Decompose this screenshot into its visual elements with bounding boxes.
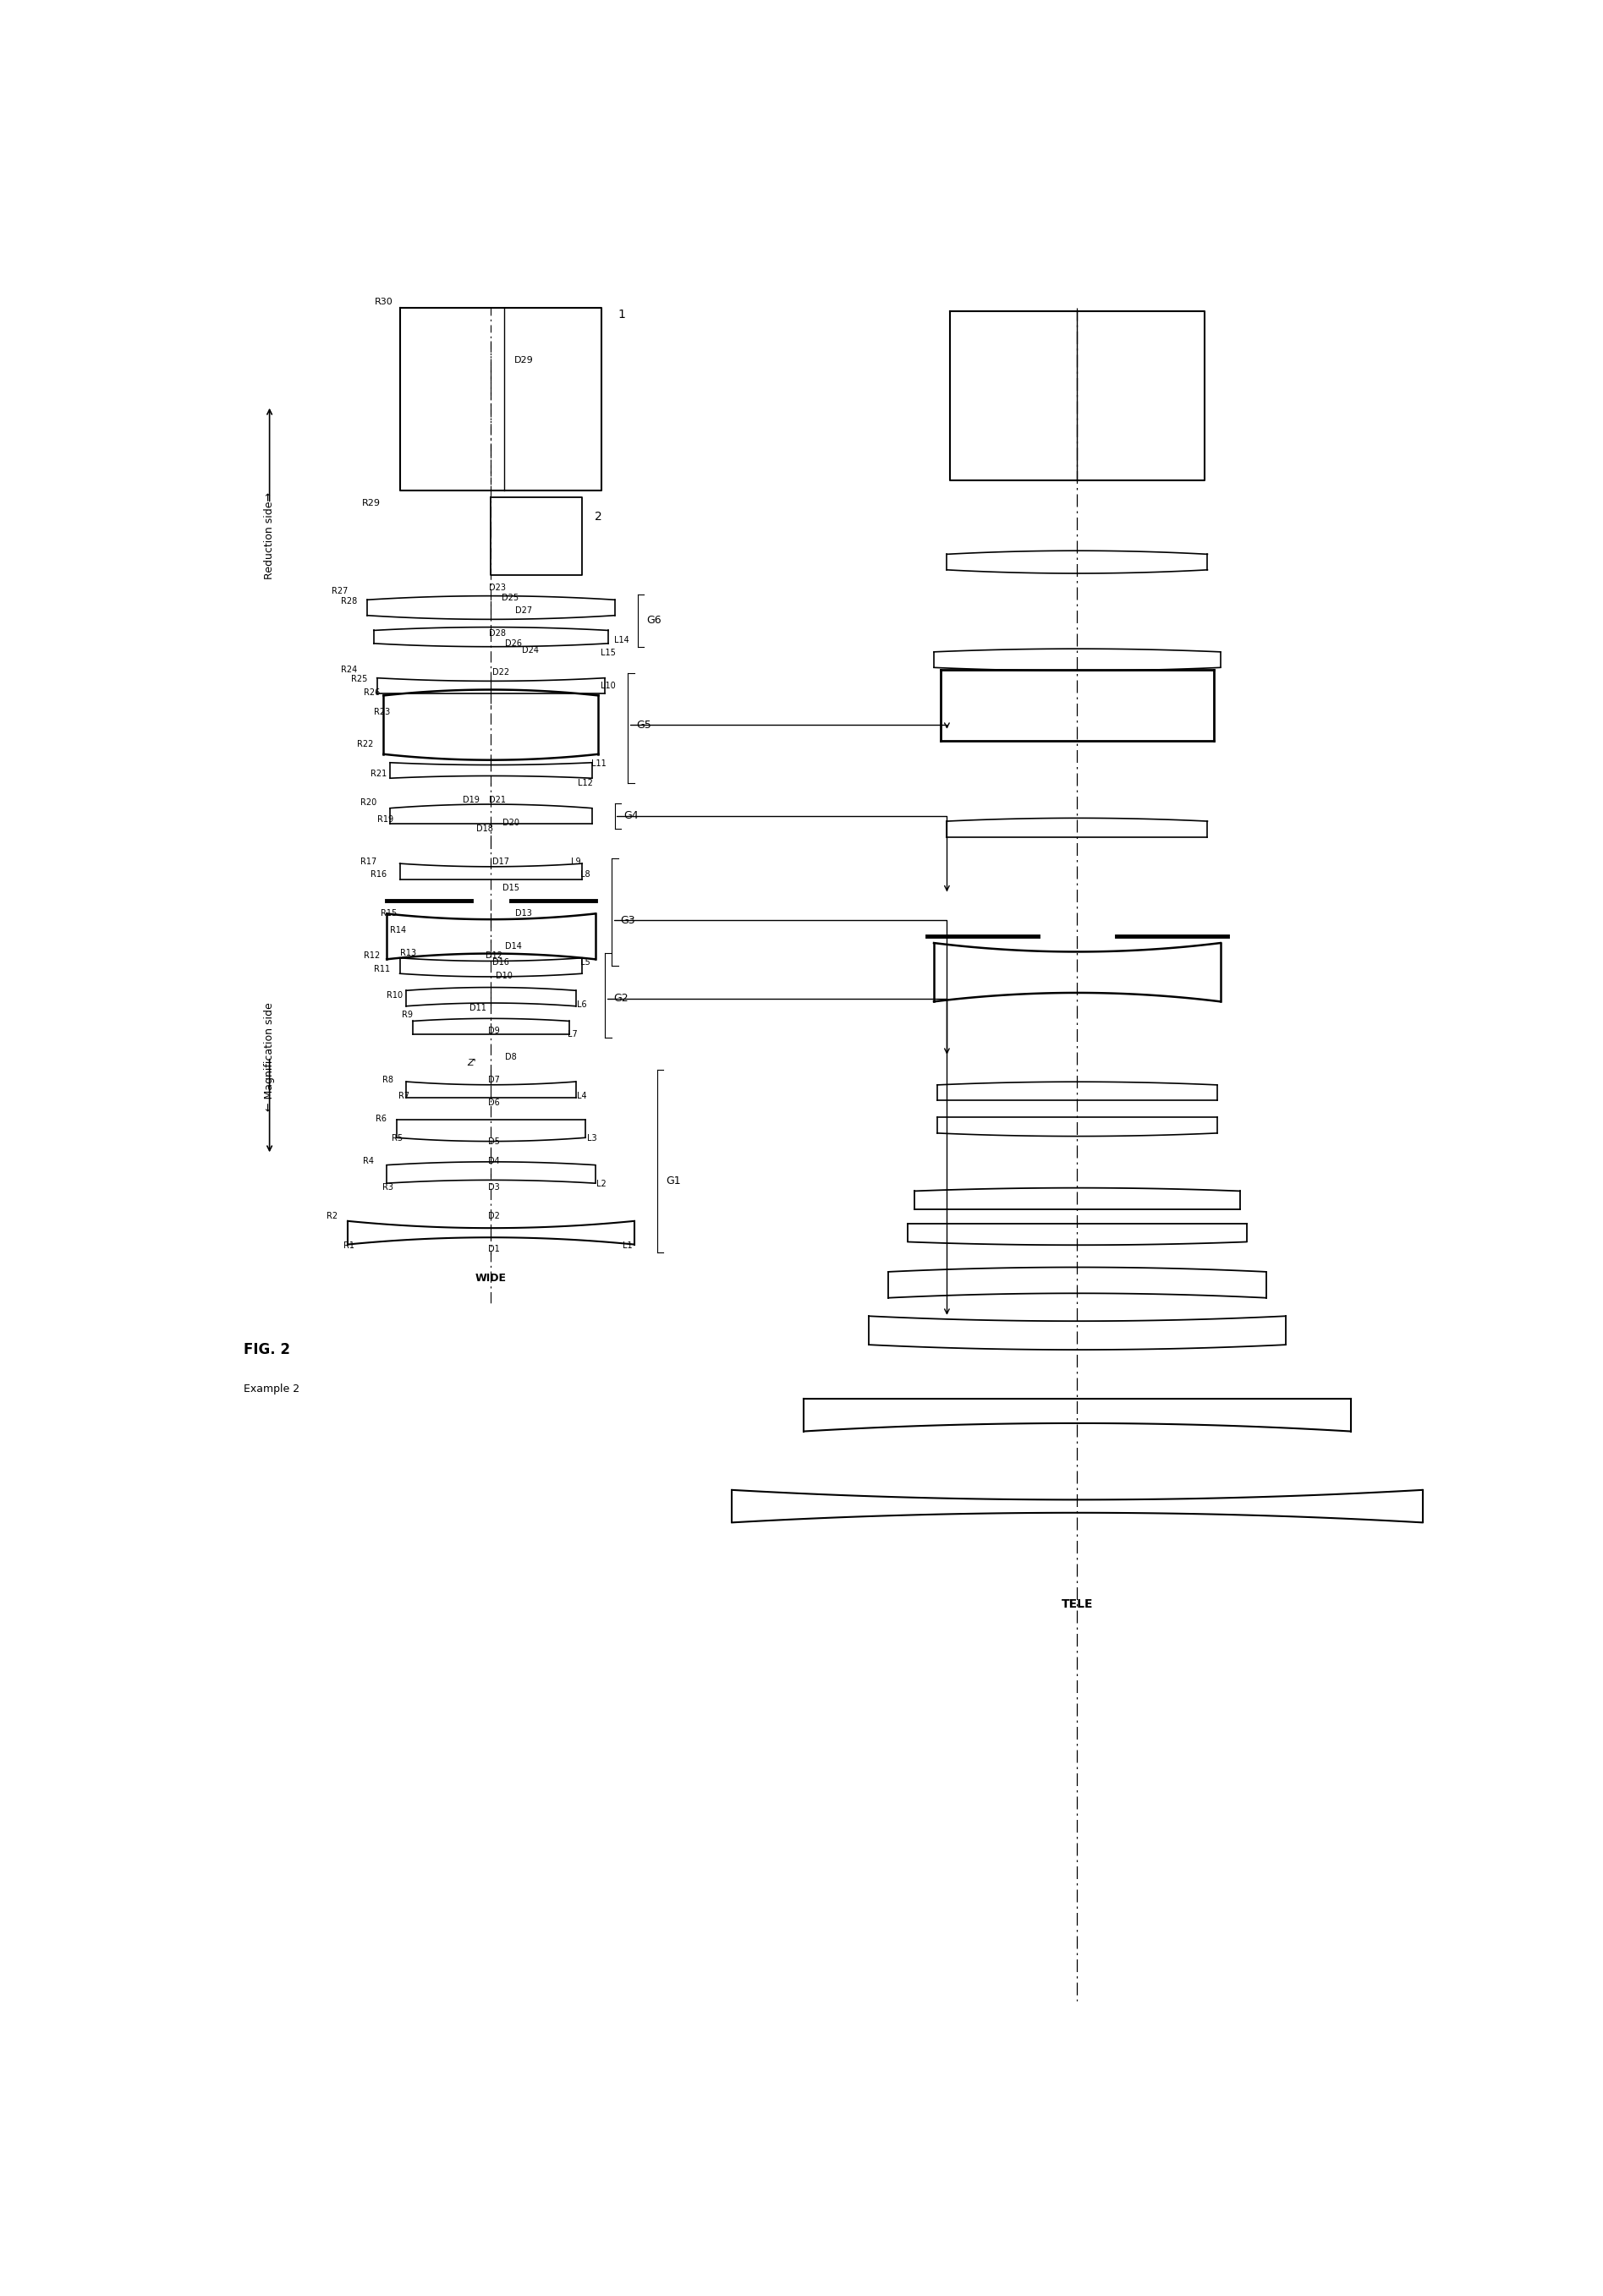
Text: R16: R16	[370, 870, 386, 879]
Text: R22: R22	[357, 739, 373, 748]
Text: R15: R15	[380, 909, 396, 918]
Text: D27: D27	[515, 606, 532, 615]
Text: FIG. 2: FIG. 2	[244, 1343, 290, 1357]
Text: G6: G6	[646, 615, 662, 627]
Text: L11: L11	[592, 760, 606, 769]
Text: R9: R9	[402, 1010, 414, 1019]
Text: L15: L15	[601, 650, 616, 657]
Text: Example 2: Example 2	[244, 1384, 300, 1394]
Text: L7: L7	[567, 1031, 577, 1038]
Text: D10: D10	[495, 971, 513, 980]
Text: R1: R1	[343, 1242, 354, 1249]
Text: L5: L5	[580, 957, 590, 967]
Text: R7: R7	[399, 1093, 409, 1100]
Text: R29: R29	[362, 498, 380, 507]
Text: D14: D14	[505, 941, 523, 951]
Text: D25: D25	[502, 595, 519, 602]
Text: L1: L1	[624, 1242, 633, 1249]
Text: R5: R5	[393, 1134, 402, 1143]
Text: D20: D20	[502, 817, 519, 827]
Text: D16: D16	[492, 957, 510, 967]
Text: R23: R23	[373, 707, 390, 716]
Text: D29: D29	[515, 356, 534, 365]
Text: L4: L4	[577, 1093, 587, 1100]
Text: R17: R17	[361, 856, 377, 866]
Text: R26: R26	[364, 689, 380, 696]
Text: R20: R20	[361, 799, 377, 808]
Text: Z': Z'	[466, 1058, 476, 1068]
Text: R19: R19	[377, 815, 393, 824]
Text: L14: L14	[614, 636, 628, 645]
Text: R21: R21	[370, 769, 386, 778]
Text: D24: D24	[521, 645, 539, 654]
Text: L9: L9	[571, 856, 580, 866]
Text: TELE: TELE	[1061, 1598, 1093, 1609]
Text: WIDE: WIDE	[476, 1272, 507, 1283]
Text: R30: R30	[375, 298, 393, 305]
Text: D8: D8	[505, 1052, 516, 1061]
Text: R2: R2	[327, 1212, 338, 1221]
Text: 1: 1	[617, 308, 625, 321]
Text: G1: G1	[665, 1176, 681, 1187]
Text: D3: D3	[489, 1182, 500, 1192]
Text: L10: L10	[601, 682, 616, 691]
Text: R10: R10	[386, 992, 402, 999]
Text: D23: D23	[489, 583, 507, 592]
Text: D18: D18	[476, 824, 492, 833]
Text: D17: D17	[492, 856, 510, 866]
Text: R8: R8	[382, 1075, 393, 1084]
Text: D13: D13	[515, 909, 532, 918]
Text: L3: L3	[587, 1134, 596, 1143]
Text: R11: R11	[373, 964, 390, 974]
Text: Reduction side→: Reduction side→	[264, 491, 276, 579]
Text: D21: D21	[489, 794, 507, 804]
Text: D19: D19	[463, 794, 479, 804]
Text: R24: R24	[341, 666, 357, 673]
Text: G2: G2	[614, 992, 628, 1003]
Text: D1: D1	[489, 1244, 500, 1254]
Text: R4: R4	[362, 1157, 373, 1166]
Text: L6: L6	[577, 1001, 587, 1008]
Text: D11: D11	[470, 1003, 486, 1013]
Text: G4: G4	[624, 810, 638, 822]
Text: D15: D15	[502, 884, 519, 891]
Text: G5: G5	[636, 719, 651, 730]
Text: D6: D6	[489, 1097, 500, 1107]
Text: ← Magnification side: ← Magnification side	[264, 1003, 276, 1111]
Text: R6: R6	[375, 1114, 386, 1123]
Text: 2: 2	[595, 510, 603, 523]
Text: D2: D2	[489, 1212, 500, 1221]
Text: D26: D26	[505, 638, 523, 647]
Text: D7: D7	[489, 1075, 500, 1084]
Text: D12: D12	[486, 953, 503, 960]
Text: D28: D28	[489, 629, 507, 638]
Text: R25: R25	[351, 675, 367, 684]
Text: L12: L12	[577, 778, 593, 788]
Text: L2: L2	[596, 1180, 606, 1187]
Text: R12: R12	[364, 953, 380, 960]
Text: R3: R3	[382, 1182, 393, 1192]
Text: D4: D4	[489, 1157, 500, 1166]
Text: R13: R13	[399, 948, 417, 957]
Text: L8: L8	[580, 870, 590, 879]
Text: G3: G3	[620, 914, 635, 925]
Text: R28: R28	[341, 597, 357, 606]
Text: R27: R27	[332, 588, 348, 595]
Text: D5: D5	[489, 1137, 500, 1146]
Text: D22: D22	[492, 668, 510, 677]
Text: D9: D9	[489, 1026, 500, 1035]
Text: R14: R14	[390, 925, 406, 934]
